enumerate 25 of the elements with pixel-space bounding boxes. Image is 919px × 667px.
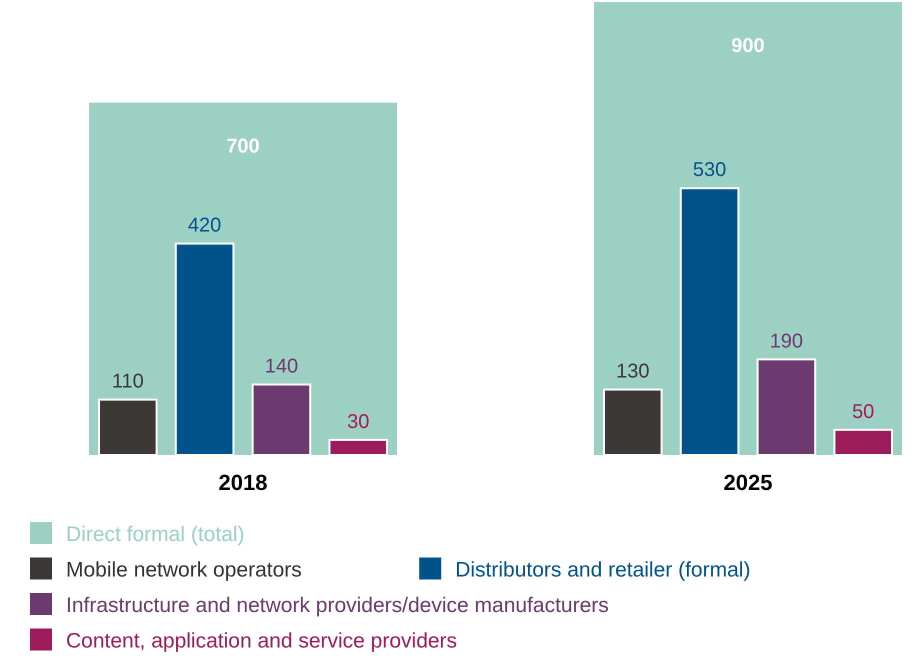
bar bbox=[833, 428, 893, 456]
legend-label: Direct formal (total) bbox=[66, 523, 245, 546]
data-label: 110 bbox=[112, 370, 144, 393]
data-label: 130 bbox=[616, 360, 650, 383]
bar bbox=[602, 388, 663, 456]
data-label: 530 bbox=[692, 159, 726, 182]
data-label: 900 bbox=[731, 35, 765, 57]
x-tick-label: 2025 bbox=[724, 470, 772, 495]
data-label: 30 bbox=[347, 410, 370, 433]
x-tick-label: 2018 bbox=[218, 470, 268, 495]
bar bbox=[174, 242, 234, 456]
data-label: 190 bbox=[770, 330, 804, 352]
bar bbox=[680, 187, 740, 456]
bar bbox=[756, 358, 816, 456]
bar bbox=[328, 438, 388, 456]
legend-label: Content, application and service providers bbox=[66, 630, 458, 652]
bar bbox=[98, 398, 158, 456]
legend-label: Infrastructure and network providers/device manufacturers bbox=[66, 594, 609, 617]
data-label: 700 bbox=[226, 136, 260, 158]
legend-label: Mobile network operators bbox=[66, 558, 302, 582]
legend-label: Distributors and retailer (formal) bbox=[455, 558, 750, 582]
data-label: 50 bbox=[852, 400, 874, 423]
data-label: 420 bbox=[188, 214, 222, 237]
data-label: 140 bbox=[264, 356, 298, 378]
bar bbox=[252, 384, 312, 456]
